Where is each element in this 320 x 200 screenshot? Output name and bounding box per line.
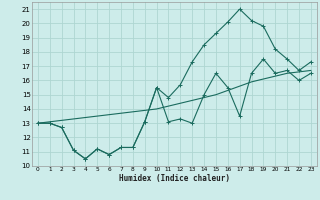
X-axis label: Humidex (Indice chaleur): Humidex (Indice chaleur)	[119, 174, 230, 183]
